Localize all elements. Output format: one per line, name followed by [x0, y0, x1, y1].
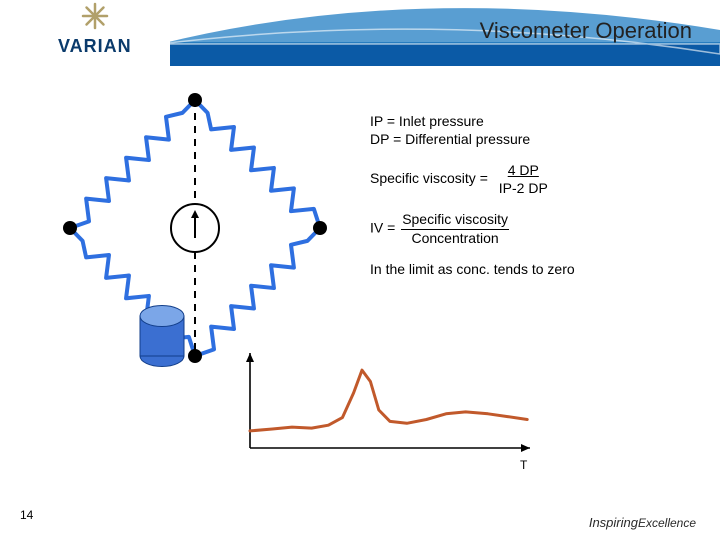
svg-text:VARIAN: VARIAN	[58, 36, 132, 56]
dp-definition: DP = Differential pressure	[370, 131, 575, 149]
content-area: IP = Inlet pressure DP = Differential pr…	[0, 78, 720, 498]
page-number: 14	[20, 508, 33, 522]
chart-x-label: T	[520, 458, 527, 472]
sv-label: Specific viscosity =	[370, 170, 488, 186]
header: VARIAN Viscometer Operation	[0, 0, 720, 78]
equations-block: IP = Inlet pressure DP = Differential pr…	[370, 113, 575, 279]
ip-definition: IP = Inlet pressure	[370, 113, 575, 131]
slide-title: Viscometer Operation	[480, 18, 692, 44]
tagline-1: Inspiring	[589, 515, 638, 530]
tagline-2: Excellence	[638, 516, 696, 530]
viscometer-diagram	[0, 78, 720, 498]
limit-text: In the limit as conc. tends to zero	[370, 261, 575, 279]
iv-eq: IV = Specific viscosity Concentration	[370, 211, 575, 247]
footer-tagline: InspiringExcellence	[589, 515, 696, 530]
specific-viscosity-eq: Specific viscosity = 4 DP IP-2 DP	[370, 162, 575, 197]
iv-label: IV =	[370, 220, 395, 236]
sv-denominator: IP-2 DP	[496, 180, 551, 196]
sv-numerator: 4 DP	[505, 162, 542, 178]
iv-numerator: Specific viscosity	[401, 211, 509, 230]
iv-denominator: Concentration	[412, 230, 499, 246]
